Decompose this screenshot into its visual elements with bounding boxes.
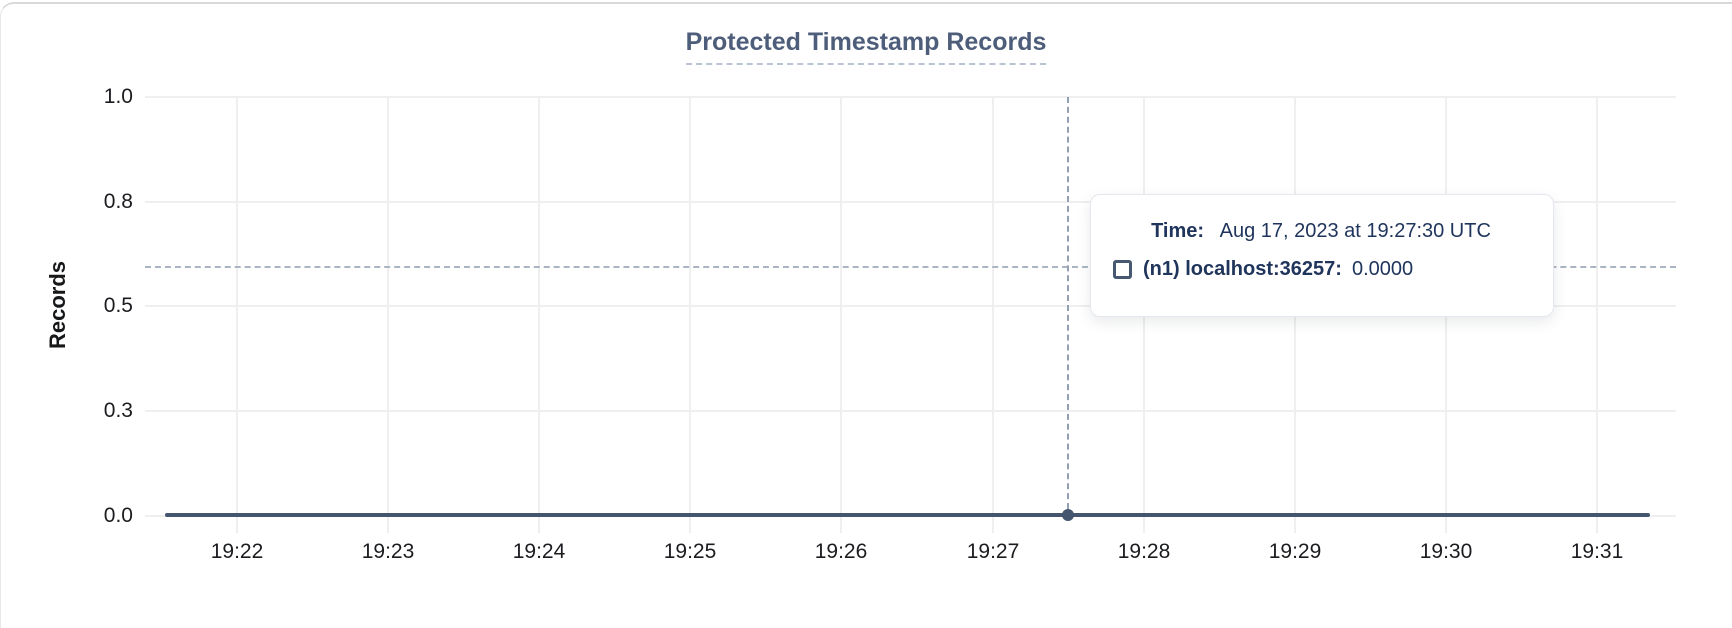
y-tick-label: 0.5 bbox=[103, 294, 133, 317]
gridline-v-1925 bbox=[689, 97, 691, 533]
x-tick-label: 19:31 bbox=[1570, 540, 1624, 563]
x-tick-label: 19:26 bbox=[814, 540, 868, 563]
y-tick-label: 0.3 bbox=[103, 399, 133, 422]
series-legend-checkbox-icon[interactable] bbox=[1113, 260, 1132, 279]
y-tick-label: 0.8 bbox=[103, 190, 133, 213]
x-tick-label: 19:23 bbox=[361, 540, 415, 563]
x-tick-label: 19:28 bbox=[1117, 540, 1171, 563]
gridline-v-1931 bbox=[1596, 97, 1598, 533]
hover-point-dot bbox=[1062, 509, 1074, 521]
y-tick-label: 0.0 bbox=[103, 504, 133, 527]
hover-crosshair-vertical bbox=[1067, 97, 1069, 509]
gridline-h-0.3 bbox=[145, 410, 1676, 412]
gridline-h-0.8 bbox=[145, 201, 1676, 203]
y-tick-label: 1.0 bbox=[103, 85, 133, 108]
gridline-v-1922 bbox=[236, 97, 238, 533]
x-tick-label: 19:29 bbox=[1268, 540, 1322, 563]
x-tick-label: 19:22 bbox=[210, 540, 264, 563]
tooltip-time-row: Time: Aug 17, 2023 at 19:27:30 UTC bbox=[1113, 220, 1529, 243]
series-line-n1 bbox=[165, 513, 1650, 517]
tooltip-time-label: Time: bbox=[1151, 220, 1205, 242]
gridline-v-1926 bbox=[840, 97, 842, 533]
gridline-v-1927 bbox=[992, 97, 994, 533]
chart-title[interactable]: Protected Timestamp Records bbox=[685, 28, 1047, 65]
gridline-h-1.0 bbox=[145, 96, 1676, 98]
gridline-h-0.5 bbox=[145, 305, 1676, 307]
chart-title-wrap: Protected Timestamp Records bbox=[0, 28, 1732, 65]
tooltip-series-row: (n1) localhost:36257: 0.0000 bbox=[1113, 258, 1529, 281]
hover-crosshair-horizontal bbox=[145, 266, 1676, 268]
tooltip-time-value: Aug 17, 2023 at 19:27:30 UTC bbox=[1219, 220, 1491, 242]
gridline-v-1924 bbox=[538, 97, 540, 533]
x-tick-label: 19:25 bbox=[663, 540, 717, 563]
x-tick-label: 19:27 bbox=[966, 540, 1020, 563]
x-tick-label: 19:30 bbox=[1419, 540, 1473, 563]
chart-tooltip: Time: Aug 17, 2023 at 19:27:30 UTC (n1) … bbox=[1090, 194, 1554, 317]
tooltip-series-label: (n1) localhost:36257: bbox=[1143, 258, 1342, 280]
x-tick-label: 19:24 bbox=[512, 540, 566, 563]
tooltip-series-value: 0.0000 bbox=[1351, 258, 1414, 280]
y-axis-title: Records bbox=[45, 260, 70, 350]
gridline-v-1923 bbox=[387, 97, 389, 533]
